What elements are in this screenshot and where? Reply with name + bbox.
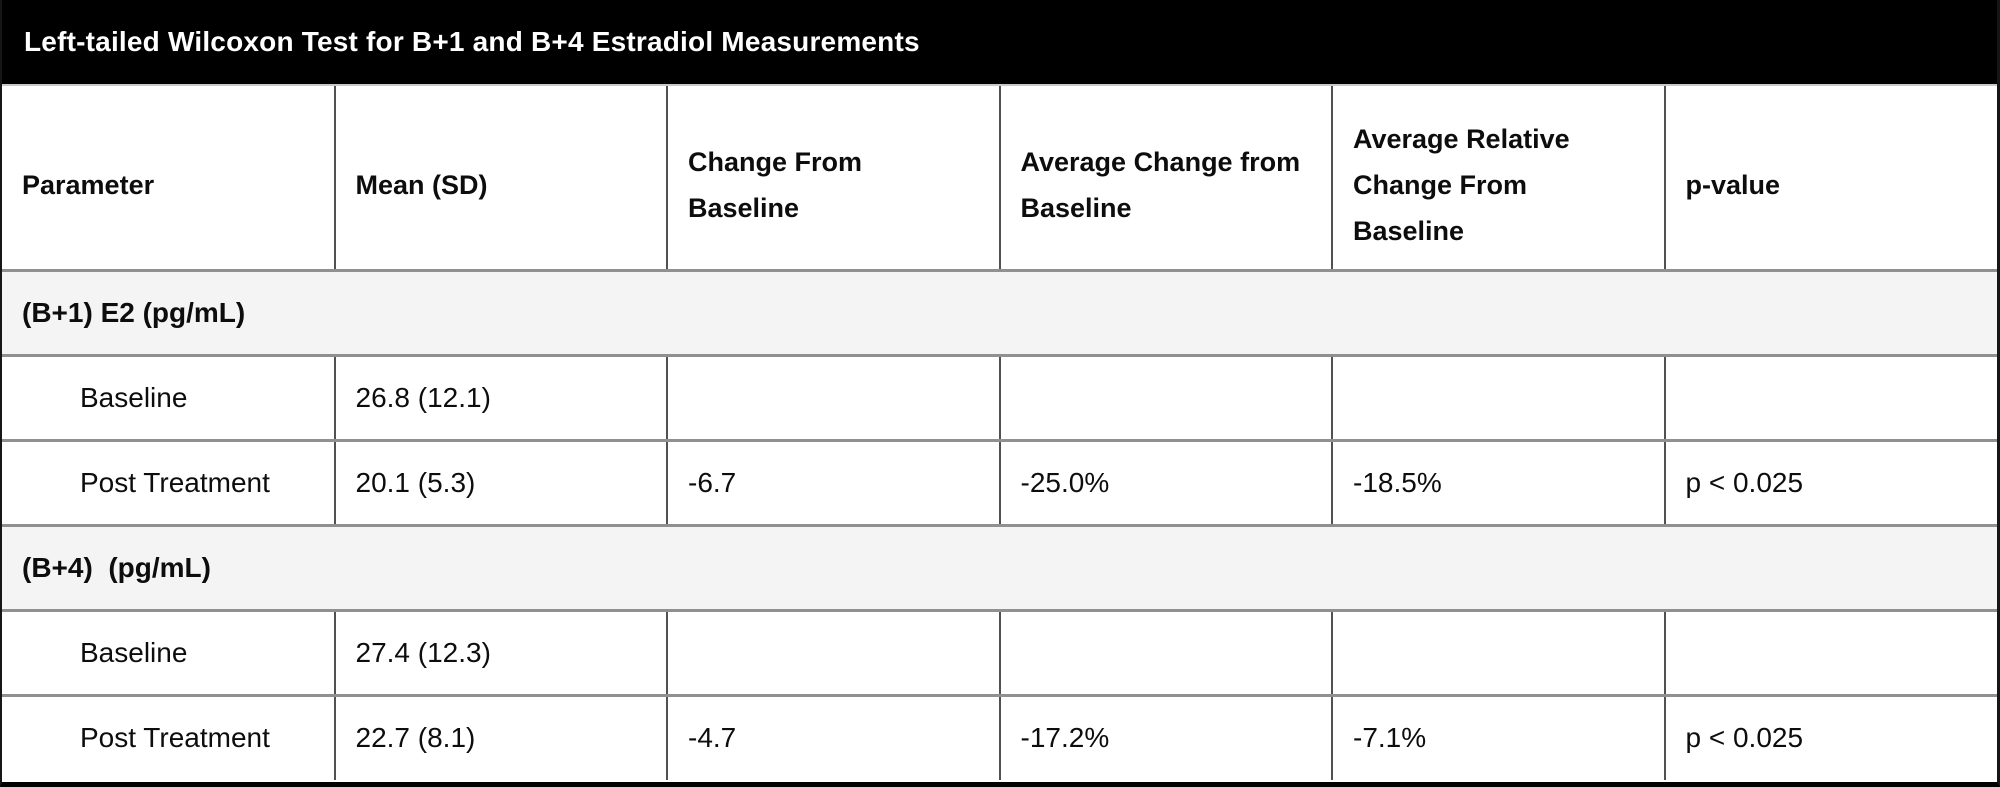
cell-average-change (998, 610, 1332, 695)
cell-p-value (1663, 355, 1997, 440)
cell-average-relative-change: -18.5% (1331, 440, 1665, 525)
cell-change-from-baseline (666, 355, 1000, 440)
wilcoxon-results-table: Parameter Mean (SD) Change From Baseline… (2, 86, 1997, 780)
cell-p-value (1663, 610, 1997, 695)
table-row-b1-baseline: Baseline 26.8 (12.1) (2, 355, 1997, 440)
cell-parameter: Post Treatment (2, 440, 335, 525)
column-header-p-value: p-value (1663, 86, 1997, 270)
table-row-b4-post-treatment: Post Treatment 22.7 (8.1) -4.7 -17.2% -7… (2, 695, 1997, 780)
section-label-b1: (B+1) E2 (pg/mL) (2, 270, 1997, 355)
table-title: Left-tailed Wilcoxon Test for B+1 and B+… (24, 26, 920, 57)
cell-average-change: -17.2% (998, 695, 1332, 780)
section-label-b4: (B+4) (pg/mL) (2, 525, 1997, 610)
table-row-b1-post-treatment: Post Treatment 20.1 (5.3) -6.7 -25.0% -1… (2, 440, 1997, 525)
table-row-b4-baseline: Baseline 27.4 (12.3) (2, 610, 1997, 695)
column-header-row: Parameter Mean (SD) Change From Baseline… (2, 86, 1997, 270)
cell-change-from-baseline (666, 610, 1000, 695)
cell-p-value: p < 0.025 (1663, 695, 1997, 780)
column-header-mean-sd: Mean (SD) (333, 86, 667, 270)
column-header-parameter: Parameter (2, 86, 335, 270)
column-header-average-change: Average Change from Baseline (998, 86, 1332, 270)
column-header-change-from-baseline: Change From Baseline (666, 86, 1000, 270)
cell-p-value: p < 0.025 (1663, 440, 1997, 525)
section-row-b4: (B+4) (pg/mL) (2, 525, 1997, 610)
cell-mean-sd: 22.7 (8.1) (333, 695, 667, 780)
cell-mean-sd: 27.4 (12.3) (333, 610, 667, 695)
cell-mean-sd: 20.1 (5.3) (333, 440, 667, 525)
cell-average-relative-change (1331, 610, 1665, 695)
cell-parameter: Baseline (2, 610, 335, 695)
cell-average-change: -25.0% (998, 440, 1332, 525)
cell-mean-sd: 26.8 (12.1) (333, 355, 667, 440)
table-title-bar: Left-tailed Wilcoxon Test for B+1 and B+… (2, 0, 1997, 86)
section-row-b1: (B+1) E2 (pg/mL) (2, 270, 1997, 355)
cell-average-relative-change (1331, 355, 1665, 440)
column-header-average-relative-change: Average Relative Change From Baseline (1331, 86, 1665, 270)
cell-change-from-baseline: -6.7 (666, 440, 1000, 525)
cell-parameter: Baseline (2, 355, 335, 440)
cell-parameter: Post Treatment (2, 695, 335, 780)
cell-average-relative-change: -7.1% (1331, 695, 1665, 780)
cell-change-from-baseline: -4.7 (666, 695, 1000, 780)
cell-average-change (998, 355, 1332, 440)
